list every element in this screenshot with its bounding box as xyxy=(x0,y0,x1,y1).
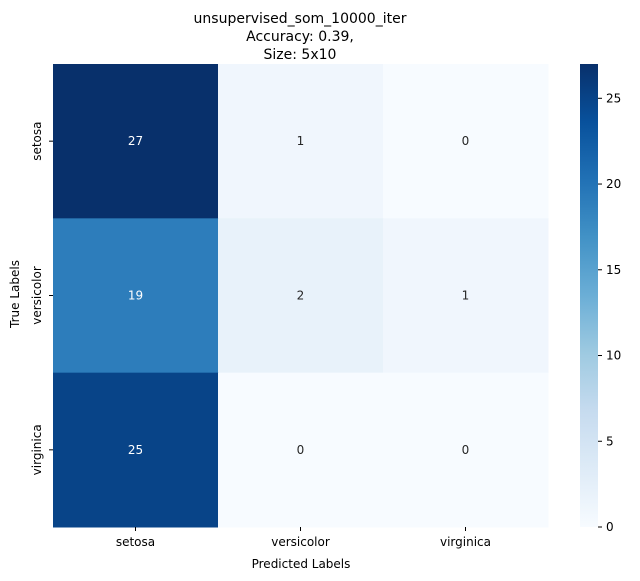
colorbar-tick-label: 25 xyxy=(606,91,621,105)
colorbar-tick-label: 10 xyxy=(606,349,621,363)
heatmap-cell xyxy=(218,218,384,374)
x-tick-label: setosa xyxy=(116,535,155,549)
heatmap-cell xyxy=(53,64,219,219)
heatmap-cell xyxy=(53,372,219,528)
colorbar-tick-label: 15 xyxy=(606,263,621,277)
cell-value-label: 25 xyxy=(128,443,143,457)
colorbar-tick-label: 20 xyxy=(606,177,621,191)
heatmap-cells: 27 1 0 19 2 1 25 0 0 xyxy=(53,64,549,528)
colorbar: 0 5 10 15 20 25 xyxy=(580,64,621,534)
chart-title-line-2: Accuracy: 0.39, xyxy=(246,29,354,45)
cell-value-label: 2 xyxy=(297,289,305,303)
y-tick-label: versicolor xyxy=(30,266,44,325)
x-axis-label: Predicted Labels xyxy=(252,557,351,571)
colorbar-gradient xyxy=(580,64,598,527)
heatmap-cell xyxy=(218,372,384,528)
chart-title-line-3: Size: 5x10 xyxy=(264,47,337,63)
chart-title-line-1: unsupervised_som_10000_iter xyxy=(194,11,407,27)
heatmap-cell xyxy=(383,372,549,528)
cell-value-label: 0 xyxy=(462,443,470,457)
heatmap-cell xyxy=(218,64,384,219)
colorbar-tick-label: 5 xyxy=(606,434,614,448)
cell-value-label: 1 xyxy=(297,134,305,148)
heatmap-cell xyxy=(53,218,219,374)
y-tick-label: setosa xyxy=(30,122,44,161)
y-axis-ticks: setosa versicolor virginica xyxy=(30,122,53,475)
x-axis-ticks: setosa versicolor virginica xyxy=(116,527,491,549)
cell-value-label: 0 xyxy=(462,134,470,148)
cell-value-label: 19 xyxy=(128,289,143,303)
y-tick-label: virginica xyxy=(30,424,44,475)
heatmap-cell xyxy=(383,64,549,219)
cell-value-label: 27 xyxy=(128,134,143,148)
x-tick-label: versicolor xyxy=(271,535,330,549)
y-axis-label: True Labels xyxy=(8,260,22,329)
cell-value-label: 0 xyxy=(297,443,305,457)
colorbar-tick-label: 0 xyxy=(606,520,614,534)
x-tick-label: virginica xyxy=(440,535,491,549)
heatmap-cell xyxy=(383,218,549,374)
cell-value-label: 1 xyxy=(462,289,470,303)
